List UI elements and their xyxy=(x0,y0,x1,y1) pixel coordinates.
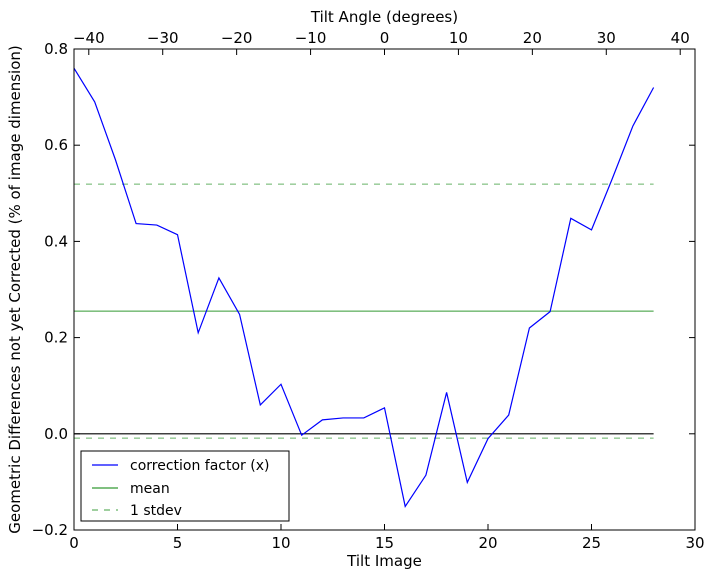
y-tick-label: 0.8 xyxy=(44,40,68,58)
y-tick-label: 0.6 xyxy=(44,136,68,154)
top-x-axis-label: Tilt Angle (degrees) xyxy=(310,8,458,26)
y-tick-label: 0.0 xyxy=(44,425,68,443)
top-x-tick-label: 10 xyxy=(449,29,468,47)
top-x-tick-label: 0 xyxy=(380,29,390,47)
top-x-tick-label: −10 xyxy=(295,29,327,47)
top-x-tick-label: 20 xyxy=(523,29,542,47)
plot-background xyxy=(74,49,695,530)
x-tick-label: 5 xyxy=(173,534,183,552)
y-tick-label: −0.2 xyxy=(32,521,68,539)
legend: correction factor (x) mean 1 stdev xyxy=(80,450,290,522)
y-tick-label: 0.2 xyxy=(44,329,68,347)
y-tick-label: 0.4 xyxy=(44,232,68,250)
legend-label-correction: correction factor (x) xyxy=(130,458,269,474)
x-tick-label: 15 xyxy=(375,534,394,552)
y-axis-label: Geometric Differences not yet Corrected … xyxy=(6,45,24,534)
top-x-tick-label: 40 xyxy=(671,29,690,47)
x-tick-label: 30 xyxy=(685,534,704,552)
top-x-tick-label: −20 xyxy=(221,29,253,47)
legend-label-stdev: 1 stdev xyxy=(130,503,182,519)
x-tick-label: 25 xyxy=(582,534,601,552)
x-axis-label: Tilt Image xyxy=(346,552,422,570)
top-x-tick-label: −40 xyxy=(73,29,105,47)
plot-frame xyxy=(73,48,696,531)
legend-box xyxy=(80,450,290,522)
x-tick-label: 10 xyxy=(271,534,290,552)
x-tick-label: 0 xyxy=(69,534,79,552)
correction-factor-line xyxy=(73,67,655,508)
axis-ticks: 0 5 10 15 20 25 30 −40 −30 −20 −10 0 10 20 30 40 −0.2 0.0… xyxy=(32,29,705,552)
top-x-tick-label: −30 xyxy=(147,29,179,47)
top-x-tick-label: 30 xyxy=(597,29,616,47)
x-tick-label: 20 xyxy=(478,534,497,552)
plot-lines xyxy=(73,67,655,508)
legend-label-mean: mean xyxy=(130,481,170,497)
